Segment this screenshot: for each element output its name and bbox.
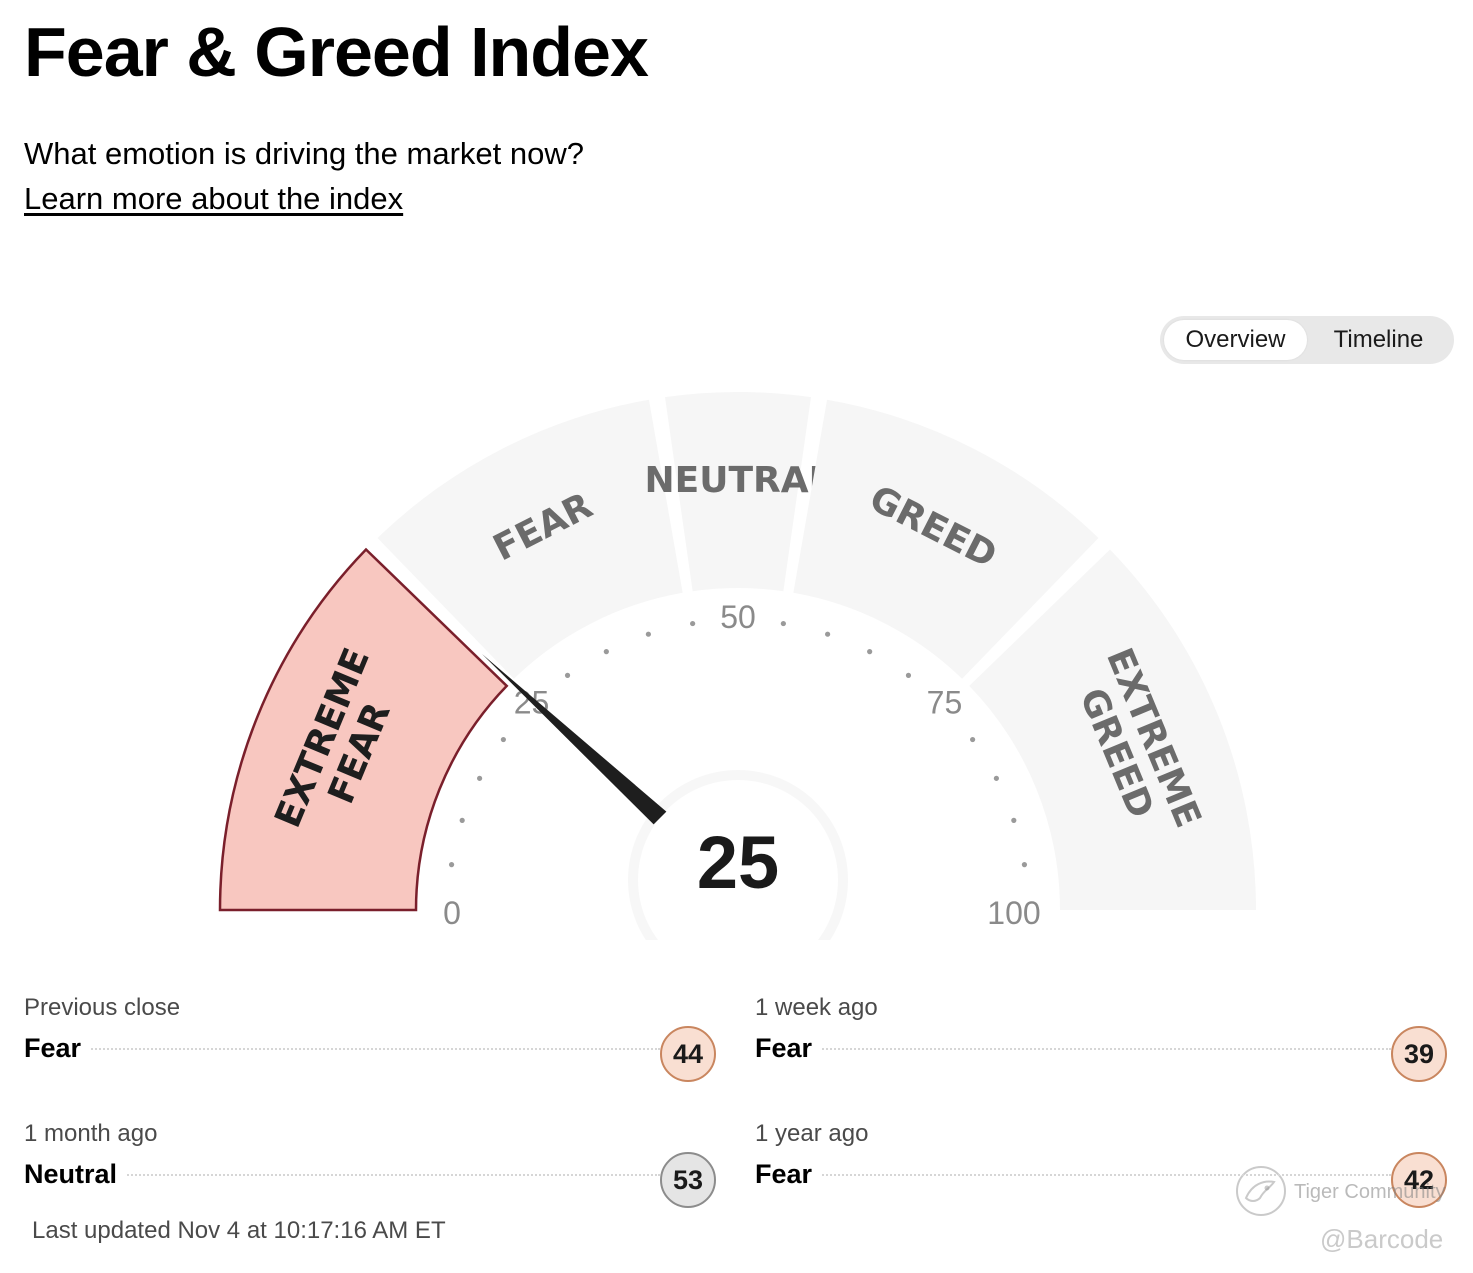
history-rating: Neutral bbox=[24, 1158, 128, 1190]
history-1-week-ago: 1 week ago Fear 39 bbox=[755, 994, 1447, 1082]
gauge-needle bbox=[482, 654, 667, 825]
history-rating: Fear bbox=[755, 1032, 823, 1064]
gauge-tick-dot bbox=[780, 620, 786, 627]
gauge-tick-label: 50 bbox=[720, 599, 756, 635]
history-value-badge: 39 bbox=[1391, 1026, 1447, 1082]
history-1-year-ago: 1 year ago Fear 42 bbox=[755, 1120, 1447, 1208]
gauge-tick-dot bbox=[905, 672, 912, 678]
gauge-segment-fear bbox=[377, 399, 683, 679]
gauge-center-cap bbox=[638, 780, 838, 940]
gauge-segment-extreme-greed bbox=[969, 549, 1256, 910]
history-value-badge: 44 bbox=[660, 1026, 716, 1082]
gauge-tick-label: 100 bbox=[987, 895, 1040, 931]
gauge-tick-dot bbox=[477, 775, 483, 781]
history-1-month-ago: 1 month ago Neutral 53 bbox=[24, 1120, 716, 1208]
gauge-tick-dot bbox=[993, 775, 999, 781]
gauge-tick-dot bbox=[564, 672, 571, 678]
learn-more-link[interactable]: Learn more about the index bbox=[24, 181, 404, 216]
dotted-leader bbox=[24, 1174, 660, 1176]
view-toggle: Overview Timeline bbox=[1160, 316, 1454, 364]
gauge-tick-dot bbox=[645, 631, 651, 637]
gauge-tick-dot bbox=[500, 736, 506, 743]
gauge-tick-dot bbox=[459, 817, 465, 823]
gauge-tick-label: 0 bbox=[443, 895, 461, 931]
history-rating: Fear bbox=[24, 1032, 92, 1064]
gauge-segment-label: NEUTRAL bbox=[644, 460, 831, 501]
gauge-tick-dot bbox=[1021, 862, 1028, 868]
tiger-logo-icon bbox=[1236, 1166, 1286, 1216]
last-updated-text: Last updated Nov 4 at 10:17:16 AM ET bbox=[32, 1217, 446, 1244]
gauge-segment-extreme-fear bbox=[218, 547, 509, 912]
gauge-tick-dot bbox=[448, 862, 455, 868]
tab-timeline[interactable]: Timeline bbox=[1333, 326, 1424, 353]
gauge-value-label: 25 bbox=[697, 821, 779, 904]
watermark-brand: Tiger Community bbox=[1294, 1181, 1446, 1203]
tab-overview[interactable]: Overview bbox=[1164, 320, 1307, 360]
gauge-segment-neutral bbox=[665, 391, 811, 592]
gauge-segment-greed bbox=[793, 399, 1099, 679]
history-label: 1 month ago bbox=[24, 1120, 158, 1147]
history-label: 1 week ago bbox=[755, 994, 878, 1021]
gauge-tick-dot bbox=[825, 631, 831, 637]
gauge-tick-dot bbox=[603, 649, 609, 655]
history-rating: Fear bbox=[755, 1158, 823, 1190]
page-title: Fear & Greed Index bbox=[24, 13, 649, 91]
gauge-tick-label: 75 bbox=[927, 685, 963, 721]
history-previous-close: Previous close Fear 44 bbox=[24, 994, 716, 1082]
history-value-badge: 42 bbox=[1391, 1152, 1447, 1208]
gauge-tick-dot bbox=[1011, 817, 1017, 823]
dotted-leader bbox=[755, 1048, 1391, 1050]
dotted-leader bbox=[24, 1048, 660, 1050]
gauge-tick-dot bbox=[867, 649, 873, 655]
history-value-badge: 53 bbox=[660, 1152, 716, 1208]
history-label: Previous close bbox=[24, 994, 181, 1021]
dotted-leader bbox=[755, 1174, 1391, 1176]
history-label: 1 year ago bbox=[755, 1120, 869, 1147]
page-subtitle: What emotion is driving the market now? bbox=[24, 136, 584, 171]
watermark-handle: @Barcode bbox=[1320, 1224, 1444, 1254]
gauge-tick-dot bbox=[970, 736, 976, 743]
gauge-tick-dot bbox=[690, 620, 696, 627]
